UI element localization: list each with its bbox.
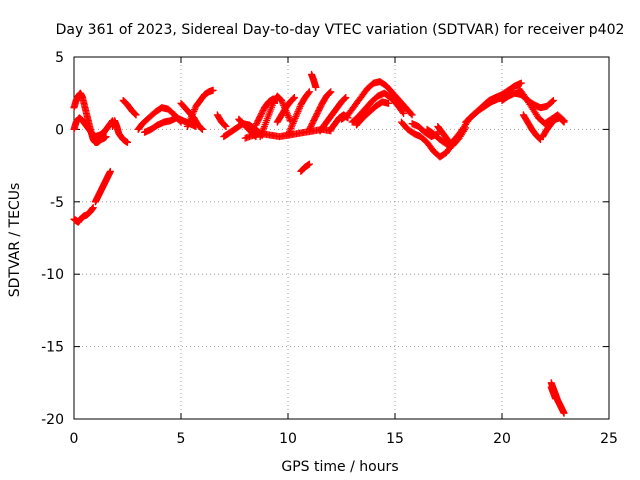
data-point [407,110,415,118]
x-tick-label: 20 [493,431,511,447]
data-point [342,94,350,102]
data-point [400,109,408,117]
data-point [197,124,205,132]
data-point [221,122,229,130]
plot-frame [73,56,610,420]
data-point [340,95,348,103]
x-tick-label: 5 [177,431,186,447]
data-point [198,125,206,133]
data-point [131,109,139,117]
x-tick-label: 15 [386,431,404,447]
data-point [221,121,229,129]
y-tick-label: -20 [41,412,64,428]
y-tick-label: -5 [50,195,64,211]
y-tick-label: -10 [41,267,64,283]
y-tick-label: 0 [55,122,64,138]
data-point [398,108,406,116]
y-tick-label: 5 [55,50,64,66]
data-point [325,89,333,97]
data-point [549,96,557,104]
y-axis-label: SDTVAR / TECUs [7,183,23,298]
data-point [385,99,393,107]
data-point [209,86,217,94]
data-point [312,83,320,91]
x-axis-label: GPS time / hours [281,459,398,475]
data-point [305,88,313,96]
data-point [559,117,567,125]
data-point [289,95,297,103]
data-point [131,110,139,118]
x-tick-label: 10 [279,431,297,447]
tick-labels: 0 5 10 15 20 25 5 0 -5 -10 -15 -20 [41,50,618,447]
data-point [198,125,206,133]
data-point [305,89,313,97]
x-tick-label: 25 [600,431,618,447]
data-point [102,133,110,141]
data-point [341,94,349,102]
data-point [222,123,230,131]
data-point [305,160,313,168]
data-point [290,94,298,102]
data-point [89,204,97,212]
data-points [70,70,568,417]
data-point [548,97,556,105]
data-point [132,111,140,119]
data-point [560,118,568,126]
data-point [326,88,334,96]
data-point [106,167,114,175]
chart-title: Day 361 of 2023, Sidereal Day-to-day VTE… [56,22,625,38]
data-point [290,94,298,102]
data-point [535,134,543,142]
data-point [517,79,525,87]
data-point [124,138,131,146]
data-point [327,88,335,96]
x-tick-label: 0 [70,431,79,447]
data-point [408,111,416,119]
data-point [552,395,559,403]
y-tick-label: -15 [41,340,64,356]
data-point [560,409,568,417]
data-point [559,117,567,125]
